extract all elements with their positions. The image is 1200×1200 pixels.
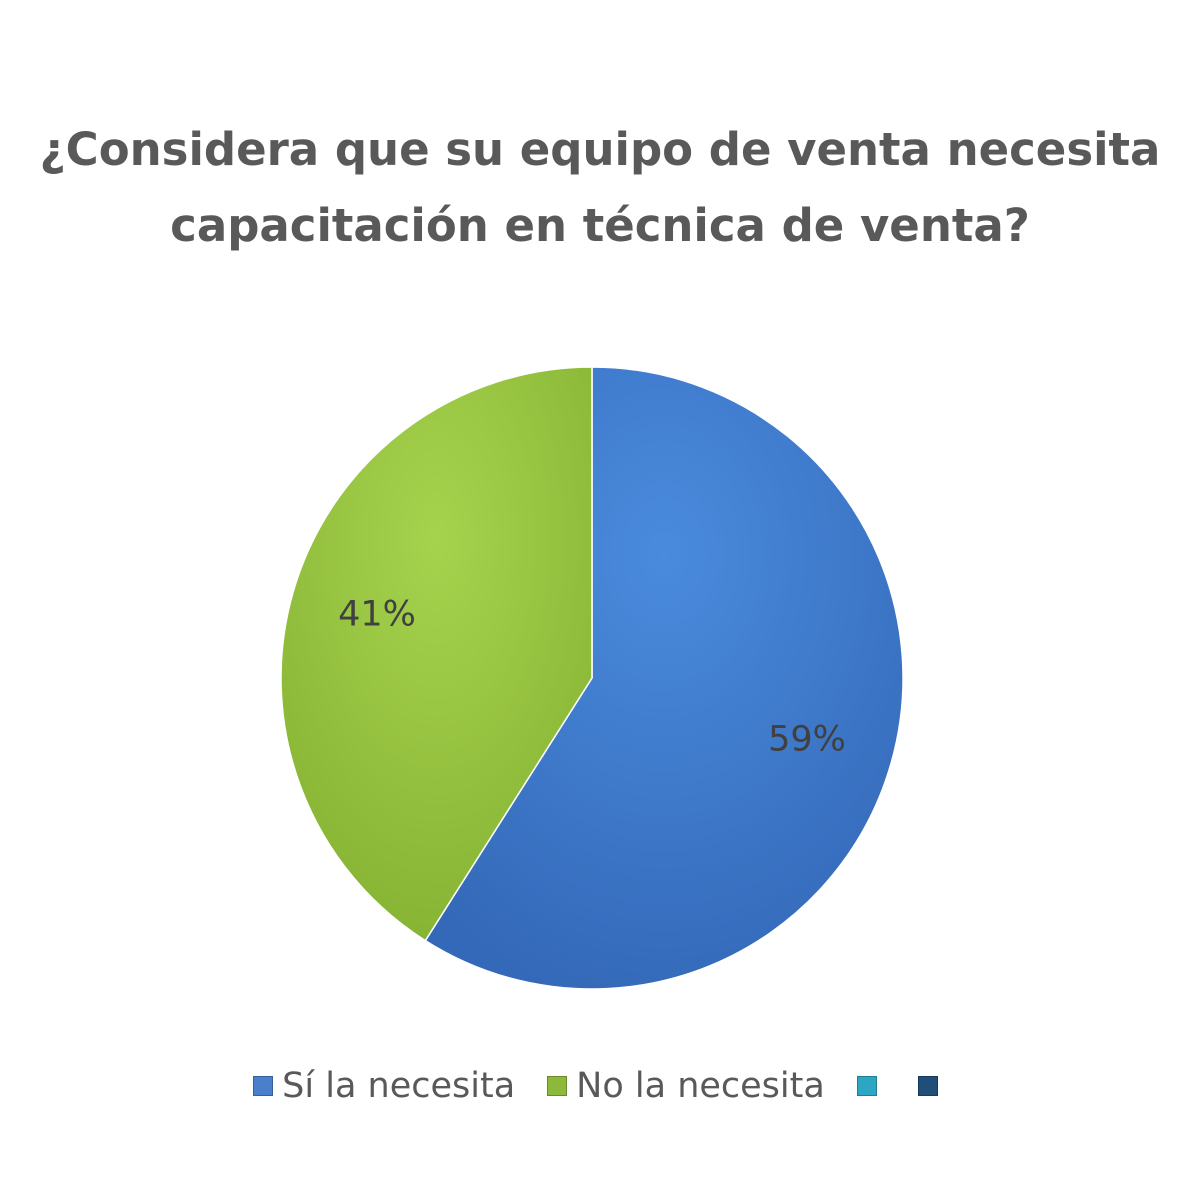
chart-title-line-1: ¿Considera que su equipo de venta necesi… [39, 123, 1161, 176]
data-label-slice-1: 59% [768, 719, 846, 759]
legend-swatch-empty-3 [856, 1076, 877, 1096]
pie-slice-2 [280, 366, 593, 942]
legend-item-empty-3 [856, 1076, 886, 1096]
pie-slice-1 [424, 366, 904, 990]
legend-label-no: No la necesita [576, 1066, 825, 1106]
legend: Sí la necesita No la necesita [0, 1058, 1200, 1114]
data-label-slice-2: 41% [338, 595, 416, 635]
legend-item-no: No la necesita [547, 1066, 825, 1106]
legend-label-si: Sí la necesita [282, 1066, 516, 1106]
legend-item-si: Sí la necesita [253, 1066, 515, 1106]
chart-title-line-2: capacitación en técnica de venta? [170, 199, 1030, 252]
legend-swatch-si [253, 1076, 274, 1096]
legend-item-empty-4 [917, 1076, 947, 1096]
legend-swatch-empty-4 [917, 1076, 938, 1096]
legend-swatch-no [547, 1076, 568, 1096]
chart-title: ¿Considera que su equipo de venta necesi… [0, 112, 1200, 264]
